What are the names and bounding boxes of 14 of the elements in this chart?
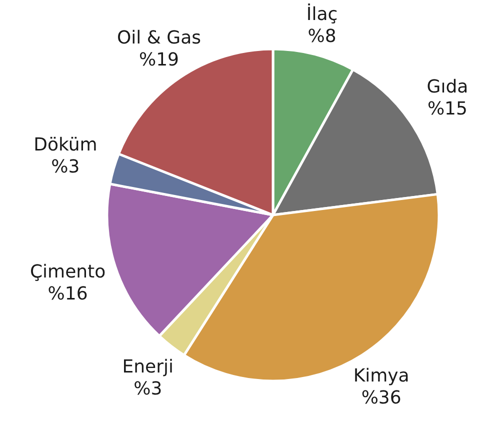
slice-label: Çimento [30, 262, 106, 283]
slice-label: Enerji [122, 356, 174, 378]
data-label: %36 [361, 388, 402, 409]
data-label: %8 [308, 26, 336, 47]
slice-label: Kimya [353, 366, 410, 387]
slice-label: Gıda [426, 76, 468, 98]
data-label: %15 [427, 98, 468, 120]
slice-label: Döküm [34, 134, 98, 156]
data-label: %3 [134, 378, 162, 400]
data-label: %19 [138, 49, 179, 70]
data-label: %3 [51, 156, 80, 178]
slice-label: İlaç [306, 2, 338, 25]
slice-label: Oil & Gas [116, 27, 201, 48]
data-label: %16 [48, 284, 88, 305]
